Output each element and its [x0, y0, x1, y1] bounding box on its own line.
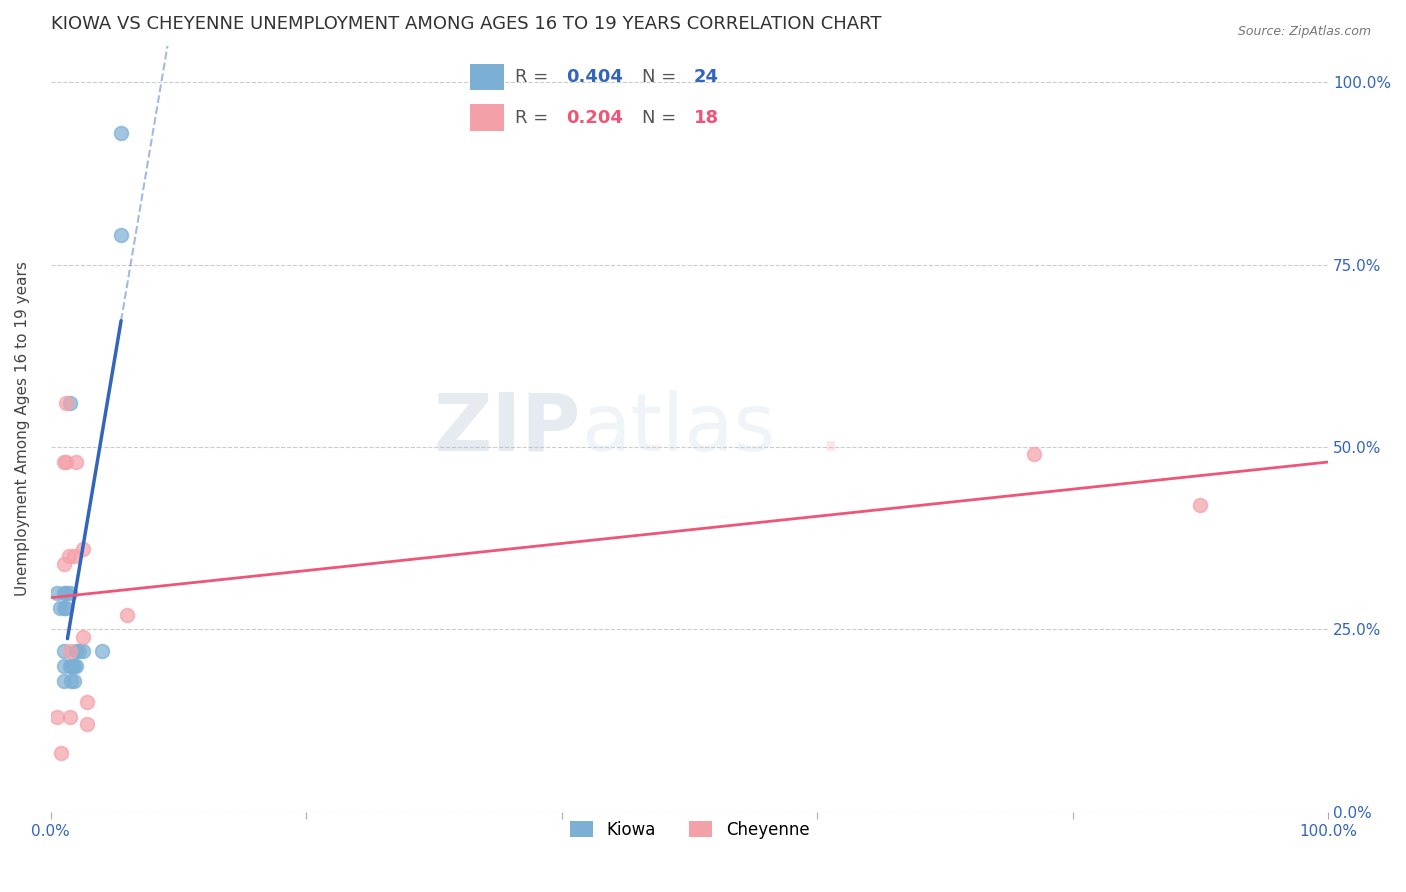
Point: [49, 600, 72, 615]
Point: [60, 659, 83, 673]
Point: [55, 586, 77, 600]
Point: [65, 644, 87, 658]
Point: [59, 710, 82, 724]
Point: [117, 607, 139, 622]
Point: [76, 695, 98, 709]
Point: [52, 600, 75, 615]
Point: [58, 549, 80, 564]
Point: [110, 228, 132, 243]
Point: [62, 659, 84, 673]
Text: Source: ZipAtlas.com: Source: ZipAtlas.com: [1237, 25, 1371, 38]
Point: [63, 673, 86, 688]
Point: [1024, 447, 1046, 461]
Point: [72, 630, 94, 644]
Legend: Kiowa, Cheyenne: Kiowa, Cheyenne: [562, 814, 815, 846]
Y-axis label: Unemployment Among Ages 16 to 19 years: Unemployment Among Ages 16 to 19 years: [15, 261, 30, 596]
Point: [52, 454, 75, 468]
Point: [90, 644, 112, 658]
Point: [52, 644, 75, 658]
Point: [55, 396, 77, 410]
Point: [63, 549, 86, 564]
Point: [59, 586, 82, 600]
Point: [65, 454, 87, 468]
Point: [46, 710, 69, 724]
Text: .: .: [817, 390, 842, 467]
Point: [46, 586, 69, 600]
Point: [63, 659, 86, 673]
Point: [1189, 499, 1212, 513]
Point: [72, 542, 94, 557]
Point: [52, 586, 75, 600]
Point: [55, 454, 77, 468]
Point: [59, 659, 82, 673]
Point: [52, 659, 75, 673]
Point: [59, 644, 82, 658]
Text: atlas: atlas: [581, 390, 775, 467]
Point: [67, 644, 90, 658]
Point: [76, 717, 98, 731]
Point: [59, 396, 82, 410]
Point: [72, 644, 94, 658]
Point: [52, 557, 75, 571]
Text: ZIP: ZIP: [433, 390, 581, 467]
Point: [55, 600, 77, 615]
Point: [65, 659, 87, 673]
Point: [52, 673, 75, 688]
Point: [60, 673, 83, 688]
Point: [49, 747, 72, 761]
Text: KIOWA VS CHEYENNE UNEMPLOYMENT AMONG AGES 16 TO 19 YEARS CORRELATION CHART: KIOWA VS CHEYENNE UNEMPLOYMENT AMONG AGE…: [51, 15, 882, 33]
Point: [110, 126, 132, 140]
